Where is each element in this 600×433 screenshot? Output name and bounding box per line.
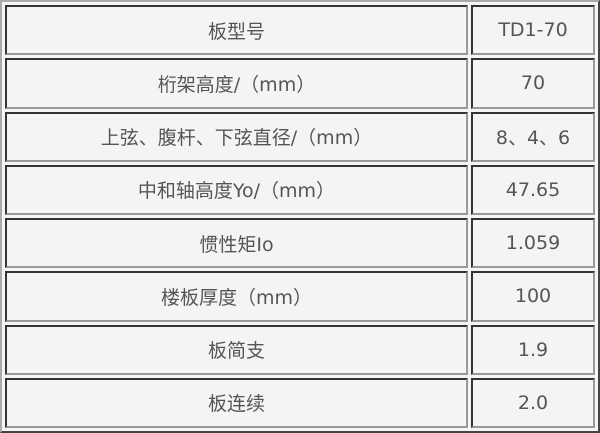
row-label: 板连续 [5,377,468,428]
table-row: 惯性矩Io 1.059 [5,218,595,269]
row-value: 47.65 [471,164,595,215]
table-row: 板型号 TD1-70 [5,5,595,56]
row-label: 上弦、腹杆、下弦直径/（mm） [5,111,468,162]
table-row: 板简支 1.9 [5,324,595,375]
row-value: 70 [471,58,595,109]
row-label: 楼板厚度（mm） [5,271,468,322]
row-label: 中和轴高度Yo/（mm） [5,164,468,215]
row-value: 1.9 [471,324,595,375]
table-row: 中和轴高度Yo/（mm） 47.65 [5,164,595,215]
row-label: 板简支 [5,324,468,375]
row-value: TD1-70 [471,5,595,56]
row-label: 惯性矩Io [5,218,468,269]
row-label: 桁架高度/（mm） [5,58,468,109]
row-value: 8、4、6 [471,111,595,162]
row-label: 板型号 [5,5,468,56]
table-row: 桁架高度/（mm） 70 [5,58,595,109]
row-value: 2.0 [471,377,595,428]
row-value: 100 [471,271,595,322]
row-value: 1.059 [471,218,595,269]
table-row: 上弦、腹杆、下弦直径/（mm） 8、4、6 [5,111,595,162]
table-row: 板连续 2.0 [5,377,595,428]
table-row: 楼板厚度（mm） 100 [5,271,595,322]
